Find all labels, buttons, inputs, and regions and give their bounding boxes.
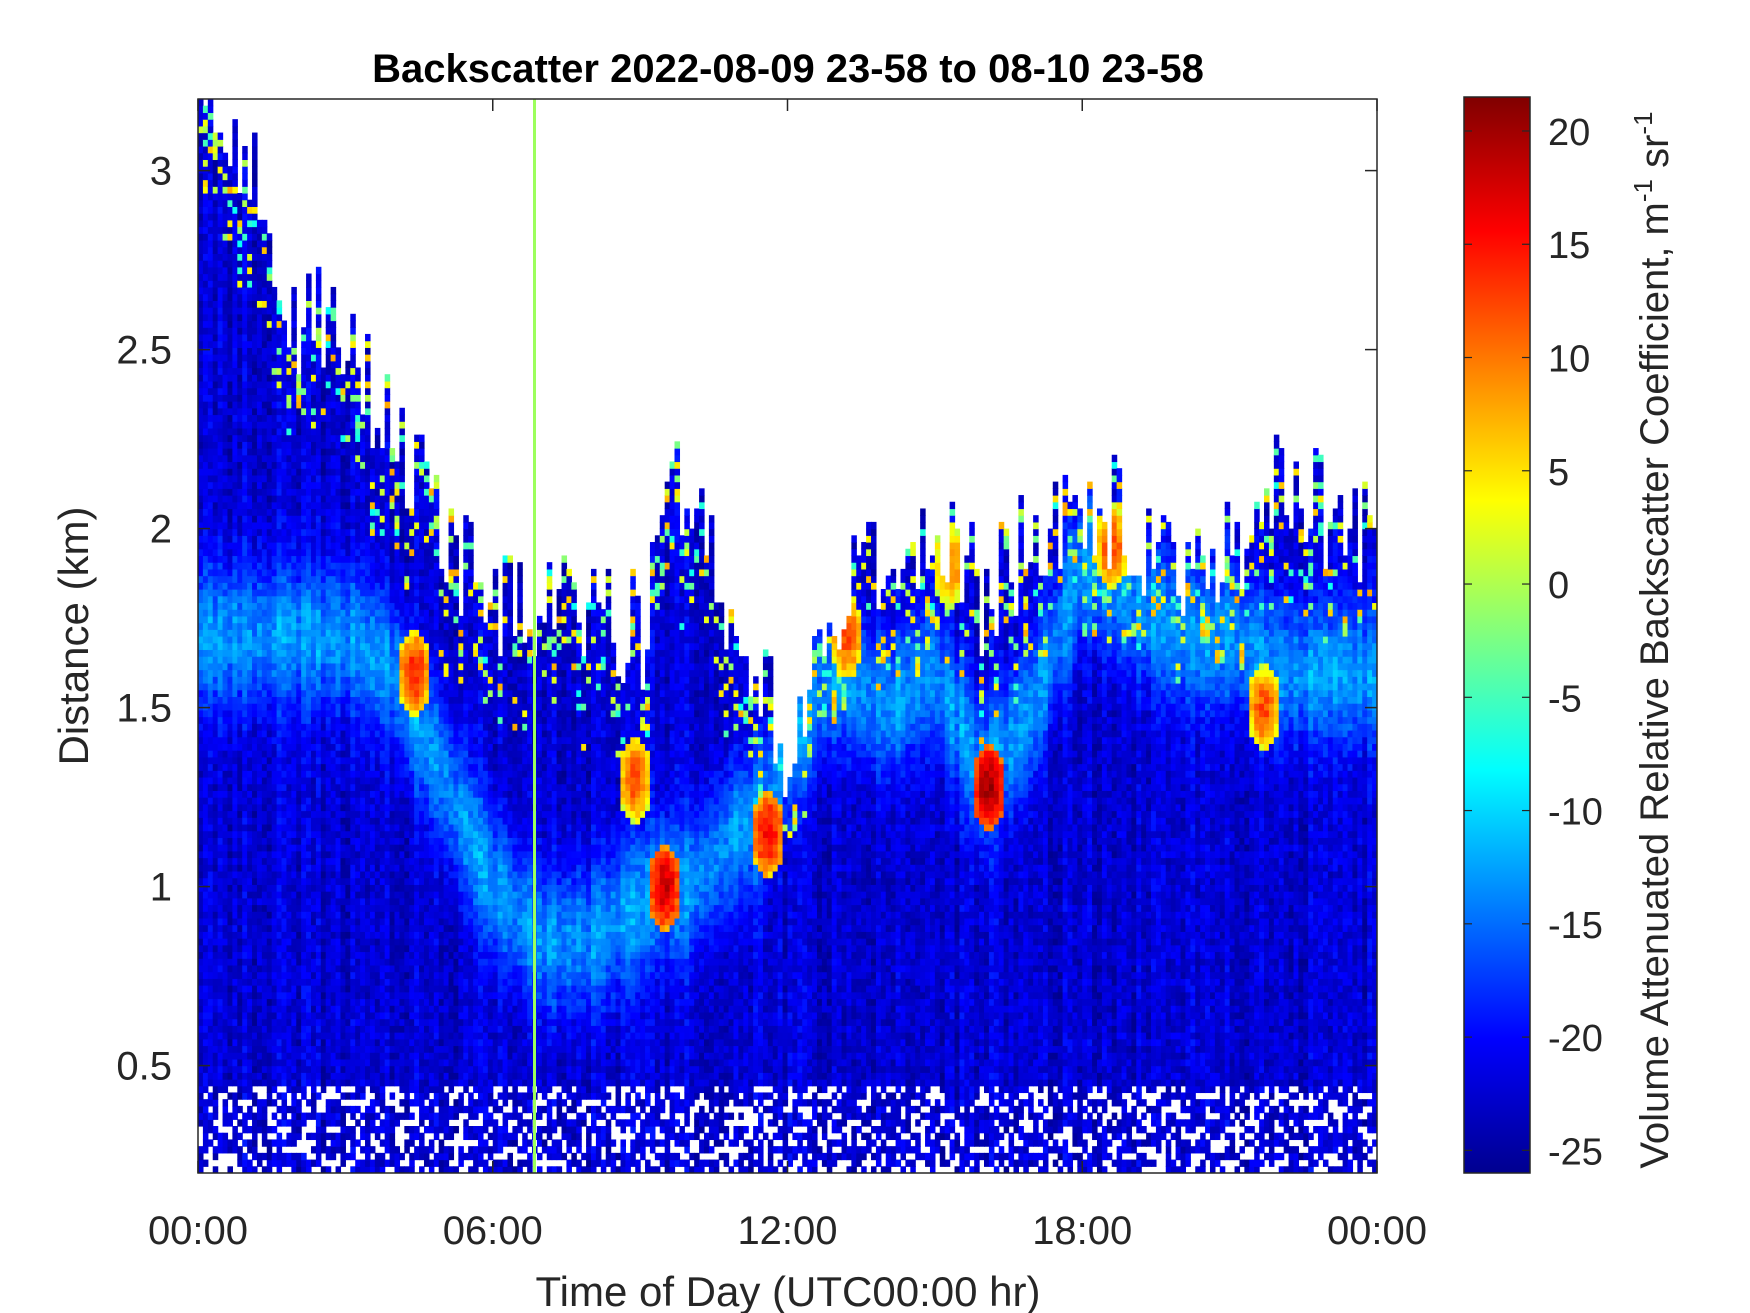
y-axis-label: Distance (km) <box>50 506 97 765</box>
y-tick-label: 3 <box>150 150 172 194</box>
colorbar-label-mid: sr <box>1633 135 1677 179</box>
x-tick-label: 18:00 <box>1032 1209 1132 1253</box>
colorbar-tick-label: 20 <box>1548 112 1590 154</box>
x-tick-label: 06:00 <box>443 1209 543 1253</box>
colorbar-tick-label: 5 <box>1548 452 1569 494</box>
colorbar-tick-label: -5 <box>1548 678 1582 720</box>
colorbar-tick-label: 10 <box>1548 339 1590 381</box>
colorbar-tick-label: 0 <box>1548 565 1569 607</box>
colorbar-tick-label: -25 <box>1548 1131 1603 1173</box>
colorbar-label: Volume Attenuated Relative Backscatter C… <box>1628 111 1677 1168</box>
y-tick-label: 1 <box>150 866 172 910</box>
colorbar-label-sup1: -1 <box>1628 179 1658 202</box>
x-axis-label: Time of Day (UTC00:00 hr) <box>536 1268 1041 1313</box>
chart-title: Backscatter 2022-08-09 23-58 to 08-10 23… <box>372 47 1204 91</box>
x-tick-label: 12:00 <box>737 1209 837 1253</box>
x-tick-label: 00:00 <box>148 1209 248 1253</box>
colorbar-tick-label: -15 <box>1548 905 1603 947</box>
colorbar-tick-label: -10 <box>1548 792 1603 834</box>
colorbar-label-main: Volume Attenuated Relative Backscatter C… <box>1633 202 1677 1168</box>
heatmap <box>198 99 1378 1174</box>
y-tick-label: 2.5 <box>116 329 172 373</box>
y-tick-label: 2 <box>150 508 172 552</box>
x-tick-label: 00:00 <box>1327 1209 1427 1253</box>
colorbar-tick-label: -20 <box>1548 1018 1603 1060</box>
y-tick-label: 0.5 <box>116 1045 172 1089</box>
colorbar-label-sup2: -1 <box>1628 111 1658 134</box>
y-tick-label: 1.5 <box>116 687 172 731</box>
colorbar-tick-label: 15 <box>1548 225 1590 267</box>
colorbar <box>1464 97 1530 1173</box>
